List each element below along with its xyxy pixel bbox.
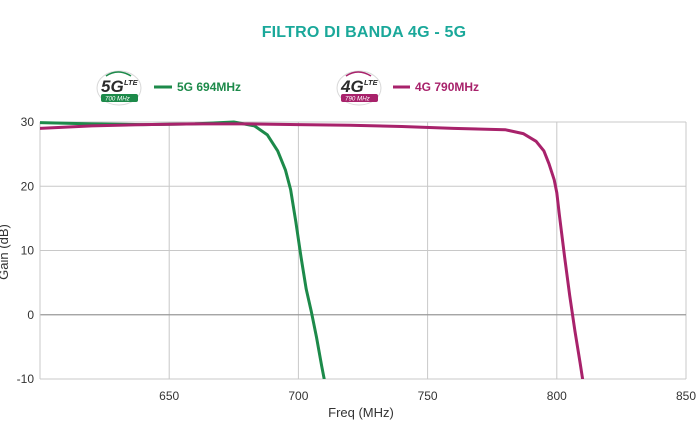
x-axis-title: Freq (MHz)	[328, 405, 394, 420]
series-lines	[40, 120, 585, 379]
x-tick-label-750: 750	[418, 389, 438, 403]
badge-5g-small: LTE	[124, 78, 139, 87]
x-tick-label-800: 800	[547, 389, 567, 403]
y-axis-title: Gain (dB)	[0, 224, 11, 280]
badge-5g-big: 5G	[101, 77, 124, 96]
grid	[39, 121, 687, 380]
legend-label-4g: 4G 790MHz	[415, 80, 479, 94]
4g-lte-badge-icon: 4G LTE 790 MHz	[336, 70, 382, 106]
axes: 650 700 750 800 850 30 20 10 0 -10	[17, 115, 697, 403]
5g-lte-badge-icon: 5G LTE 700 MHz	[96, 70, 142, 106]
badge-4g-band-label: 790 MHz	[345, 96, 371, 103]
y-tick-label--10: -10	[17, 372, 35, 386]
badge-5g-band-label: 700 MHz	[105, 96, 131, 103]
series-line-4g	[40, 122, 585, 379]
badge-5g-band	[101, 94, 138, 102]
badge-4g-big: 4G	[340, 77, 364, 96]
y-tick-label-30: 30	[21, 115, 35, 129]
legend-item-4g: 4G LTE 790 MHz 4G 790MHz	[336, 70, 479, 106]
badge-4g-band	[341, 94, 378, 102]
chart-title: FILTRO DI BANDA 4G - 5G	[261, 24, 467, 41]
x-tick-label-650: 650	[159, 389, 179, 403]
x-tick-label-850: 850	[676, 389, 696, 403]
y-tick-label-20: 20	[21, 179, 35, 193]
y-tick-label-10: 10	[21, 244, 35, 258]
x-tick-label-700: 700	[288, 389, 308, 403]
legend-item-5g: 5G LTE 700 MHz 5G 694MHz	[96, 70, 241, 106]
y-tick-label-0: 0	[27, 308, 34, 322]
badge-4g-small: LTE	[364, 78, 379, 87]
legend-label-5g: 5G 694MHz	[177, 80, 241, 94]
